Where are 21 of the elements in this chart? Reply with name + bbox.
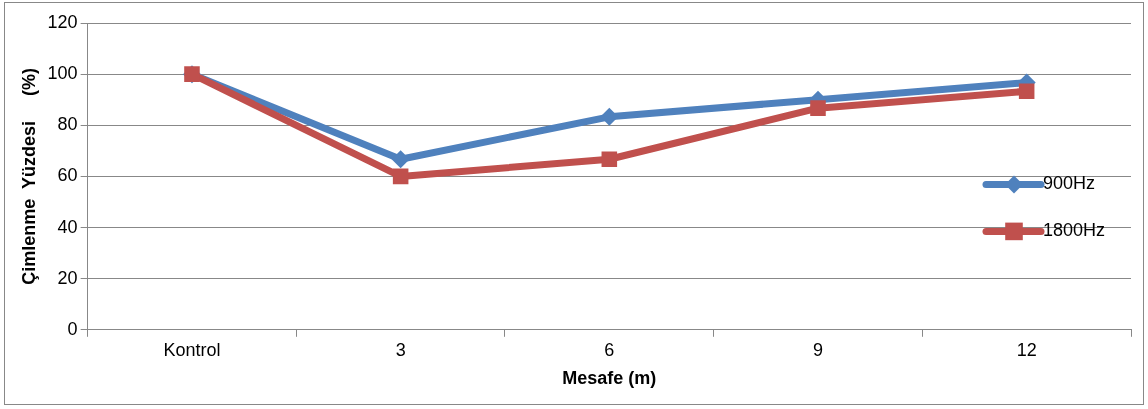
- y-tick-label: 40: [57, 216, 78, 237]
- x-tick-label: 6: [604, 339, 615, 360]
- y-tick-label: 80: [57, 114, 78, 135]
- point: [392, 168, 409, 185]
- y-tick-label: 60: [57, 165, 78, 186]
- legend-label: 1800Hz: [1043, 220, 1106, 241]
- x-tick-label: 3: [395, 339, 406, 360]
- point: [810, 100, 826, 116]
- y-tick-label: 120: [47, 11, 78, 32]
- x-tick-label: Kontrol: [163, 339, 221, 360]
- point: [391, 150, 410, 169]
- point: [601, 151, 618, 168]
- x-tick-label: 12: [1016, 339, 1037, 360]
- x-tick-label: 9: [812, 339, 823, 360]
- y-tick-label: 100: [47, 63, 78, 84]
- y-axis-title: Çimlenme Yüzdesi (%): [18, 68, 39, 285]
- y-tick-label: 20: [57, 267, 78, 288]
- y-tick-label: 0: [67, 318, 78, 339]
- point: [1018, 83, 1035, 100]
- legend-label: 900Hz: [1043, 173, 1096, 194]
- x-axis-title: Mesafe (m): [562, 368, 657, 389]
